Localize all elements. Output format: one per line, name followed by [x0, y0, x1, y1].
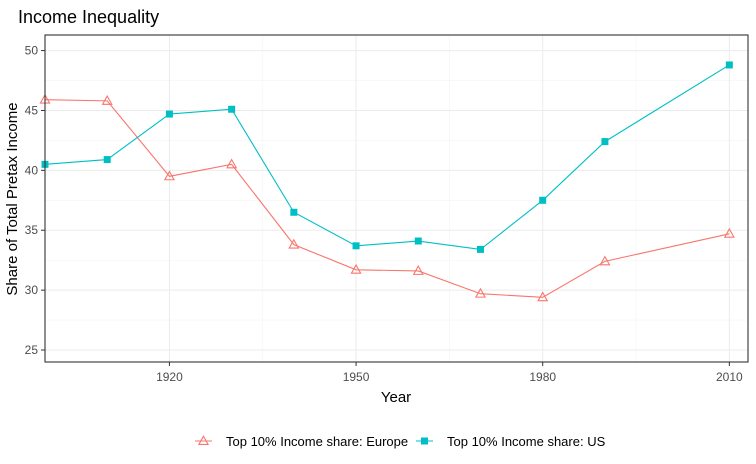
- x-tick-label: 2010: [716, 370, 743, 384]
- x-axis-title: Year: [381, 389, 411, 406]
- data-point: [601, 138, 609, 146]
- data-point: [228, 105, 236, 113]
- data-point: [103, 156, 111, 164]
- y-tick-label: 30: [25, 283, 39, 297]
- x-tick-label: 1950: [343, 370, 370, 384]
- legend: Top 10% Income share: Europe Top 10% Inco…: [195, 434, 606, 449]
- data-point: [350, 263, 362, 274]
- y-tick-label: 35: [25, 223, 39, 237]
- legend-key-marker: [197, 435, 210, 445]
- data-point: [539, 196, 547, 204]
- data-point: [537, 291, 549, 302]
- data-point: [599, 255, 611, 266]
- x-tick-label: 1980: [529, 370, 556, 384]
- data-point: [290, 208, 298, 216]
- data-point: [476, 245, 484, 253]
- chart-title: Income Inequality: [18, 7, 159, 27]
- data-point: [474, 287, 487, 298]
- legend-item-europe: Top 10% Income share: Europe: [195, 434, 408, 449]
- legend-label: Top 10% Income share: Europe: [226, 434, 408, 449]
- y-axis-title: Share of Total Pretax Income: [4, 102, 21, 295]
- plot-panel-border: [44, 34, 749, 363]
- data-point: [226, 158, 238, 169]
- legend-key-marker: [421, 437, 428, 445]
- data-point: [288, 238, 300, 249]
- series-line: [44, 99, 730, 298]
- data-point: [725, 61, 733, 69]
- y-tick-label: 45: [25, 103, 39, 117]
- data-point: [414, 237, 422, 245]
- x-tick-label: 1920: [156, 370, 183, 384]
- series-europe: [39, 93, 735, 302]
- y-tick-label: 25: [25, 343, 39, 357]
- data-point: [165, 110, 173, 118]
- data-point: [101, 94, 113, 105]
- data-point: [163, 170, 175, 181]
- data-point: [412, 265, 424, 275]
- legend-label: Top 10% Income share: US: [447, 434, 606, 449]
- data-point: [352, 242, 360, 250]
- legend-item-us: Top 10% Income share: US: [416, 434, 606, 449]
- data-point: [723, 227, 735, 238]
- y-tick-label: 50: [25, 44, 39, 58]
- y-tick-label: 40: [25, 163, 39, 177]
